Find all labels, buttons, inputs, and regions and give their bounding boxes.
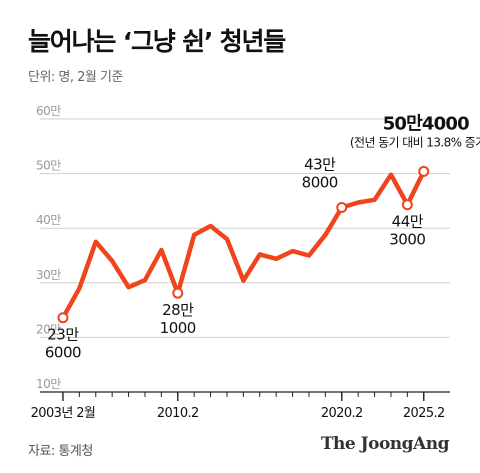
- x-axis: 2003년 2월 2010.2 2020.2 2025.2: [31, 391, 450, 421]
- y-tick-label: 20만: [36, 322, 61, 336]
- y-axis-ticks: 10만 20만 30만 40만 50만 60만: [36, 104, 62, 391]
- x-tick-label: 2025.2: [403, 406, 445, 421]
- brand-logo: The JoongAng: [320, 434, 450, 454]
- annotation-label: 28만: [162, 301, 194, 319]
- y-tick-label: 40만: [36, 213, 61, 227]
- data-point-marker: [57, 312, 69, 324]
- x-tick-label: 2003년 2월: [31, 406, 96, 421]
- annotation-label: 3000: [389, 231, 425, 249]
- y-tick-label: 60만: [36, 104, 61, 118]
- annotation-label: 50만4000: [383, 113, 469, 134]
- annotation-label: 6000: [45, 344, 81, 362]
- series-line: [60, 169, 427, 320]
- series-line-path: [60, 169, 427, 320]
- unit-note: 단위: 명, 2월 기준: [28, 70, 123, 85]
- y-tick-label: 10만: [36, 377, 61, 391]
- y-tick-label: 50만: [36, 159, 61, 173]
- annotation-label: (전년 동기 대비 13.8% 증가): [350, 135, 480, 149]
- data-point-marker: [401, 199, 413, 211]
- x-tick-label: 2010.2: [157, 406, 199, 421]
- data-point-marker: [336, 201, 348, 213]
- gridlines: [40, 118, 450, 338]
- data-point-marker: [172, 287, 184, 299]
- annotation-label: 8000: [302, 173, 338, 191]
- highlight-markers: [57, 165, 430, 324]
- chart-title: 늘어나는 ‘그냥 쉰’ 청년들: [28, 27, 286, 56]
- data-point-marker: [418, 165, 430, 177]
- source-note: 자료: 통계청: [28, 444, 93, 459]
- annotation-label: 43만: [304, 155, 336, 173]
- annotation-label: 1000: [160, 319, 196, 337]
- y-tick-label: 30만: [36, 268, 61, 282]
- annotation-label: 23만: [47, 326, 79, 344]
- annotation-label: 44만: [392, 213, 424, 231]
- x-tick-label: 2020.2: [321, 406, 363, 421]
